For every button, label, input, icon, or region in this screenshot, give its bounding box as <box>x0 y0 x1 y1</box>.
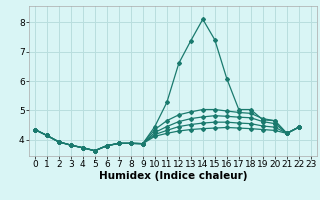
X-axis label: Humidex (Indice chaleur): Humidex (Indice chaleur) <box>99 171 247 181</box>
